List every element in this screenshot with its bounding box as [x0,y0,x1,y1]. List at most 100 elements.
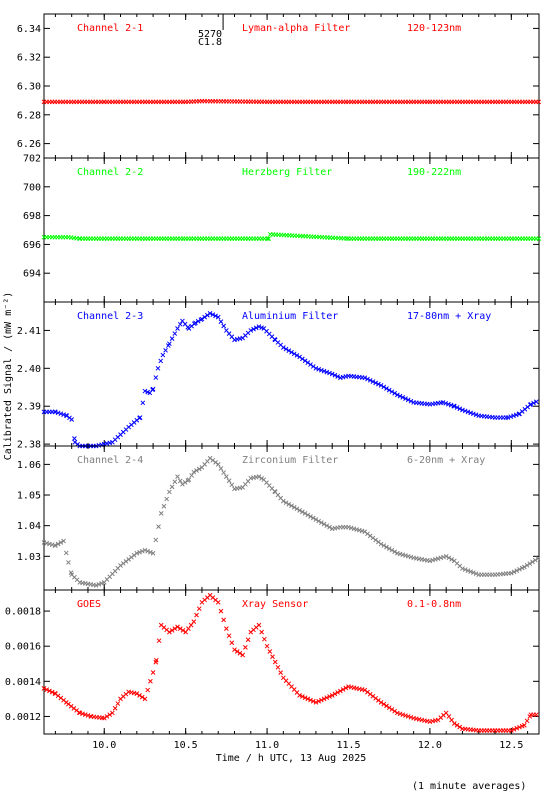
x-tick-label: 11.0 [255,740,279,751]
data-point [448,402,454,408]
data-point [195,318,201,324]
data-point [150,386,156,392]
data-point [153,537,159,543]
data-point [41,685,47,691]
data-point [536,236,542,241]
data-point [137,415,143,420]
data-point [186,477,192,483]
y-tick-label: 6.30 [17,82,41,93]
data-point [224,626,229,631]
data-point [158,358,164,364]
data-point [511,727,517,732]
channel-label: Channel 2-3 [77,311,143,322]
data-point [172,479,178,485]
y-tick-label: 6.32 [17,53,41,64]
data-point [446,555,452,561]
data-point [473,412,479,418]
flare-class: C1.8 [198,37,222,48]
data-point [139,694,145,700]
data-point [188,622,194,628]
data-point [205,312,210,318]
data-point [319,520,324,525]
data-point [408,554,414,560]
data-point [527,561,533,566]
data-point [394,550,400,556]
data-point [196,466,202,472]
data-point [69,417,75,422]
data-point [362,375,368,381]
x-tick-label: 10.0 [92,740,116,751]
y-tick-label: 702 [23,154,41,165]
data-point [53,543,58,548]
data-point [319,367,324,373]
data-point [191,469,197,475]
data-point [532,557,538,563]
data-point [281,498,286,504]
data-point [266,236,272,241]
data-point [446,401,451,407]
data-point [150,550,156,556]
data-point [508,414,514,420]
data-point [180,481,185,487]
data-point [289,349,294,355]
data-point [449,717,454,723]
data-point [167,629,172,635]
data-point [115,701,121,706]
y-tick-label: 2.39 [17,402,41,413]
data-point [521,564,527,570]
data-point [321,521,327,527]
data-point [140,400,146,406]
flare-id: 5270 [198,29,222,40]
data-point [468,569,473,574]
y-tick-label: 1.04 [17,521,41,532]
data-point [110,710,115,716]
data-point [305,512,311,518]
band-label: 6-20nm + Xray [407,455,485,466]
data-point [278,670,284,675]
y-tick-label: 1.05 [17,491,41,502]
data-point [283,500,289,506]
data-point [172,626,178,631]
data-point [405,553,411,559]
data-point [167,489,172,495]
data-point [112,705,118,711]
data-point [134,691,140,696]
data-point [457,724,463,730]
data-point [107,712,113,718]
data-point [101,715,107,721]
data-point [85,713,91,718]
data-point [72,436,77,441]
data-point [473,571,479,577]
data-point [378,700,384,705]
data-point [243,644,248,650]
data-point [359,528,365,534]
data-point [289,503,294,509]
data-point [253,325,259,331]
data-point [189,473,194,478]
data-point [348,525,354,531]
data-point [210,312,216,317]
data-point [175,474,180,479]
data-point [521,722,527,728]
data-point [465,409,471,415]
data-point [169,484,175,490]
data-point [327,370,332,376]
data-point [137,693,142,698]
data-point [430,557,435,563]
data-point [177,321,183,327]
data-point [400,552,406,558]
data-point [158,511,164,516]
data-point [324,695,330,701]
data-point [524,562,530,568]
data-point [305,696,311,702]
data-point [346,524,351,530]
data-point [245,637,251,643]
data-point [340,687,346,692]
filter-label: Xray Sensor [242,599,308,610]
data-point [49,689,55,695]
data-point [316,518,321,524]
data-point [199,316,205,322]
data-point [44,687,50,692]
data-point [183,629,189,635]
data-point [153,375,159,380]
